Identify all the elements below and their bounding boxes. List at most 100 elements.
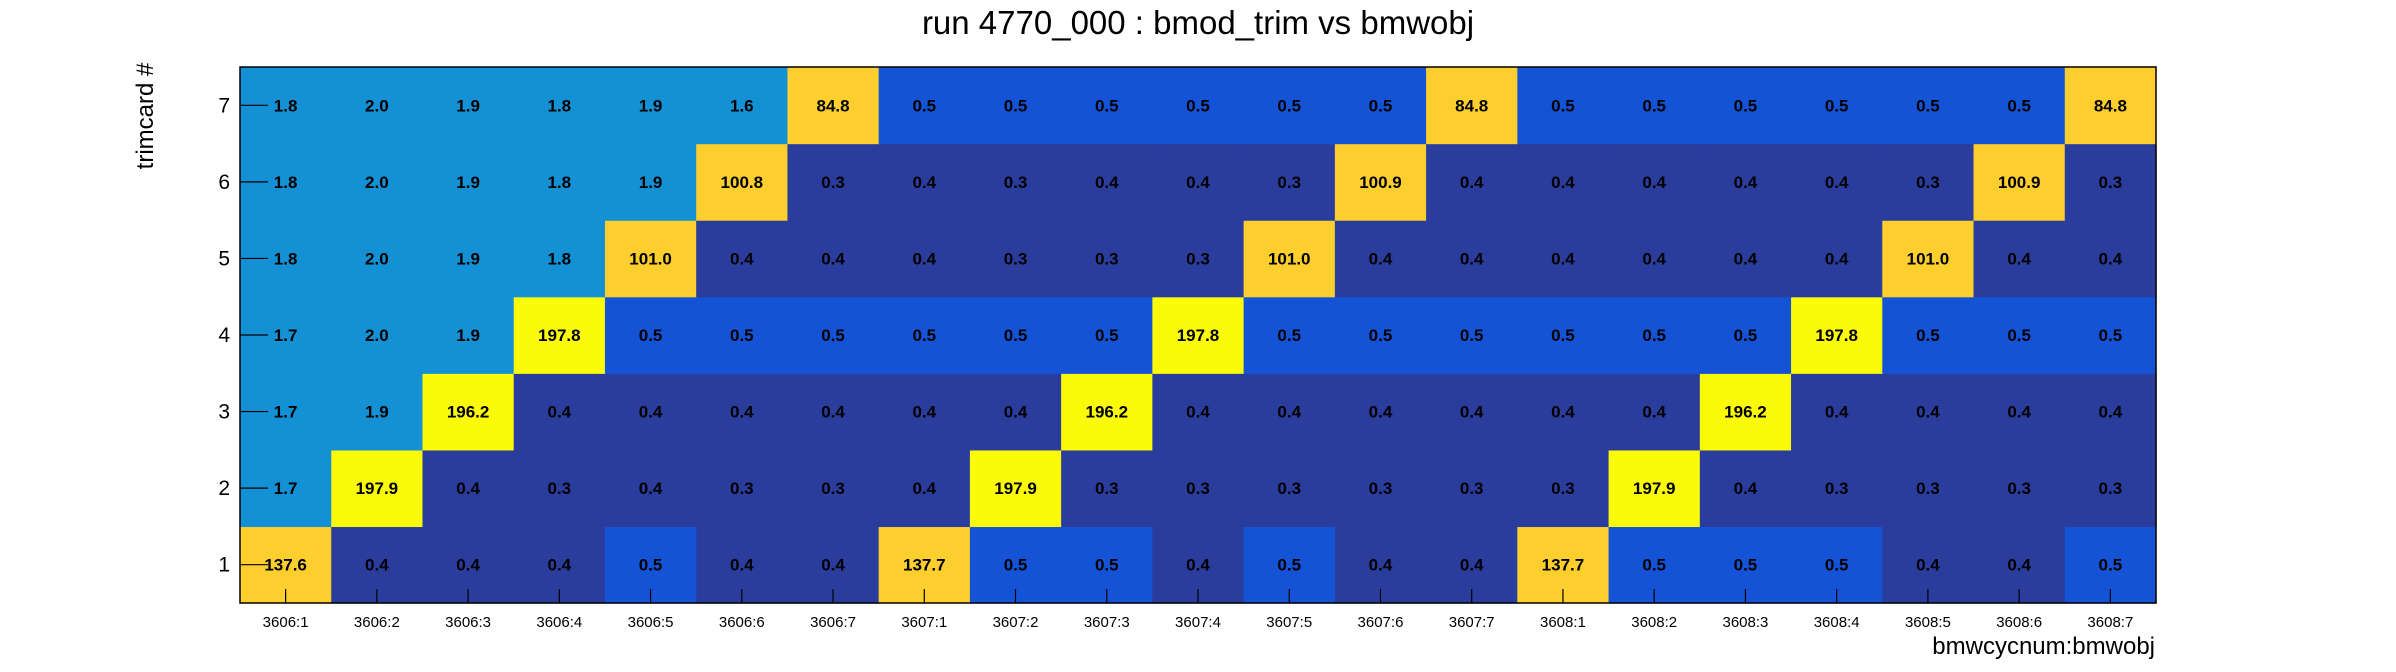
heatmap-cell: [1426, 220, 1518, 298]
cell-value-label: 1.9: [456, 173, 480, 192]
x-tick-label: 3608:1: [1540, 614, 1586, 631]
heatmap-cell: [969, 449, 1062, 528]
cell-value-label: 0.3: [821, 173, 845, 192]
heatmap-cell: [1061, 449, 1153, 528]
heatmap-cell: [787, 143, 880, 221]
heatmap-cell: [1973, 143, 2066, 221]
cell-value-label: 0.4: [2007, 556, 2031, 575]
cell-value-label: 137.7: [1542, 556, 1585, 575]
heatmap-cell: [1334, 373, 1427, 451]
cell-value-label: 0.3: [548, 479, 572, 498]
cell-value-label: 0.3: [1916, 173, 1940, 192]
y-tick-label: 7: [218, 94, 230, 117]
cell-value-label: 0.4: [2099, 403, 2123, 422]
cell-value-label: 0.4: [1460, 403, 1484, 422]
axis-ticks: [240, 104, 2111, 603]
heatmap-cell: [1608, 296, 1701, 374]
cell-value-label: 0.5: [1004, 556, 1028, 575]
x-tick-label: 3607:2: [993, 614, 1039, 631]
heatmap-cell: [1061, 220, 1153, 298]
heatmap-cell: [1517, 220, 1610, 298]
cell-value-label: 0.5: [1551, 326, 1575, 345]
y-tick-label: 5: [218, 247, 230, 270]
x-tick-label: 3606:1: [263, 614, 309, 631]
heatmap-cell: [1791, 296, 1883, 374]
heatmap-cell: [1973, 373, 2066, 451]
heatmap-cell: [604, 373, 697, 451]
heatmap-cell: [1608, 143, 1701, 221]
heatmap-cell: [331, 373, 424, 451]
heatmap-cell: [1973, 296, 2066, 374]
cell-value-label: 0.4: [1551, 403, 1575, 422]
cell-value-label: 0.4: [2007, 403, 2031, 422]
heatmap-cell: [513, 373, 606, 451]
heatmap-cell: [1334, 143, 1427, 221]
cell-value-label: 0.5: [1460, 326, 1484, 345]
heatmap-cell: [331, 143, 424, 221]
heatmap-cell: [604, 67, 697, 145]
cell-value-label: 0.5: [1642, 96, 1666, 115]
cell-value-label: 0.5: [1916, 96, 1940, 115]
heatmap-cell: [1334, 67, 1427, 145]
heatmap-cell: [1061, 296, 1153, 374]
cell-value-label: 0.5: [1004, 326, 1028, 345]
cell-value-label: 197.8: [538, 326, 581, 345]
cell-value-label: 0.4: [1277, 403, 1301, 422]
cell-value-label: 2.0: [365, 249, 389, 268]
heatmap-cell: [2064, 449, 2157, 528]
cell-value-label: 0.3: [1916, 479, 1940, 498]
x-axis-title: bmwcycnum:bmwobj: [1932, 633, 2155, 660]
y-axis-title: trimcard #: [132, 62, 159, 169]
cell-value-label: 0.3: [1277, 173, 1301, 192]
heatmap-cell: [513, 220, 606, 298]
heatmap-cell: [1882, 220, 1975, 298]
heatmap-cell: [1243, 296, 1336, 374]
heatmap-cell: [1426, 296, 1518, 374]
cell-value-label: 0.4: [1551, 249, 1575, 268]
cell-value-label: 0.5: [1551, 96, 1575, 115]
cell-value-label: 137.7: [903, 556, 946, 575]
cell-value-label: 0.3: [1004, 249, 1028, 268]
cell-value-label: 0.5: [1369, 96, 1393, 115]
cell-value-label: 0.5: [1825, 96, 1849, 115]
heatmap-cell: [1152, 373, 1245, 451]
cell-value-label: 0.5: [1369, 326, 1393, 345]
cell-value-label: 84.8: [2094, 96, 2127, 115]
cell-value-label: 1.9: [456, 96, 480, 115]
cell-value-label: 0.5: [1734, 556, 1758, 575]
x-tick-label: 3608:7: [2087, 614, 2133, 631]
cell-value-label: 0.5: [912, 96, 936, 115]
heatmap-cell: [787, 220, 880, 298]
y-tick-label: 2: [218, 477, 230, 500]
x-tick-label: 3606:2: [354, 614, 400, 631]
cell-value-label: 0.4: [821, 403, 845, 422]
cell-value-label: 1.7: [274, 403, 298, 422]
heatmap-cell: [1699, 296, 1792, 374]
heatmap-cell: [1973, 220, 2066, 298]
cell-value-label: 2.0: [365, 326, 389, 345]
cell-value-label: 0.5: [1642, 556, 1666, 575]
heatmap-cell: [331, 449, 424, 528]
cell-value-label: 0.5: [1095, 326, 1119, 345]
cell-value-label: 0.4: [1460, 556, 1484, 575]
heatmap-cell: [878, 296, 971, 374]
cell-value-label: 0.4: [639, 403, 663, 422]
cell-value-label: 0.4: [548, 403, 572, 422]
cell-value-label: 0.5: [1734, 326, 1758, 345]
cell-value-label: 0.3: [1277, 479, 1301, 498]
cell-value-label: 0.4: [1825, 173, 1849, 192]
heatmap-cell: [513, 67, 606, 145]
cell-value-label: 0.3: [1460, 479, 1484, 498]
x-tick-label: 3607:3: [1084, 614, 1130, 631]
cell-value-label: 0.5: [730, 326, 754, 345]
cell-value-label: 0.4: [1734, 173, 1758, 192]
heatmap-cell: [1426, 449, 1518, 528]
cell-value-label: 0.4: [1642, 173, 1666, 192]
cell-value-label: 0.5: [1277, 326, 1301, 345]
cell-value-label: 1.8: [548, 96, 572, 115]
x-tick-label: 3606:6: [719, 614, 765, 631]
heatmap-cell: [787, 296, 880, 374]
heatmap-cell: [1699, 220, 1792, 298]
cell-value-label: 1.9: [365, 403, 389, 422]
